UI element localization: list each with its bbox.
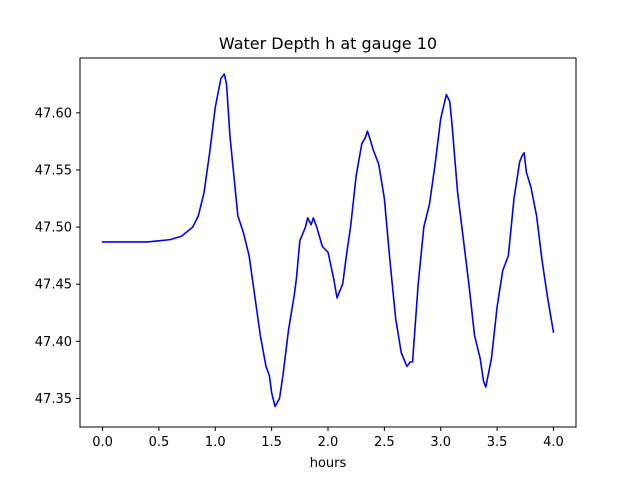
chart-title: Water Depth h at gauge 10 — [219, 34, 437, 53]
x-tick-label-0: 0.0 — [92, 435, 113, 450]
series-line-0 — [101, 73, 555, 408]
x-tick-label-8: 4.0 — [543, 435, 564, 450]
x-tick-label-7: 3.5 — [487, 435, 508, 450]
x-axis-label: hours — [310, 456, 347, 471]
x-tick-label-2: 1.0 — [205, 435, 226, 450]
x-tick-label-4: 2.0 — [318, 435, 339, 450]
y-tick-label-0: 47.35 — [35, 392, 72, 407]
x-tick-label-1: 0.5 — [149, 435, 170, 450]
y-tick-label-3: 47.50 — [35, 221, 72, 236]
y-tick-label-1: 47.40 — [35, 335, 72, 350]
x-tick-label-3: 1.5 — [261, 435, 282, 450]
y-tick-label-5: 47.60 — [35, 106, 72, 121]
y-tick-label-2: 47.45 — [35, 278, 72, 293]
series-layer — [101, 73, 555, 408]
x-tick-label-6: 3.0 — [430, 435, 451, 450]
y-tick-label-4: 47.55 — [35, 163, 72, 178]
y-axis-ticks: 47.35 47.40 47.45 47.50 47.55 47.60 — [35, 106, 80, 407]
x-tick-label-5: 2.5 — [374, 435, 395, 450]
x-axis-ticks: 0.0 0.5 1.0 1.5 2.0 2.5 3.0 3.5 4.0 — [92, 427, 564, 450]
